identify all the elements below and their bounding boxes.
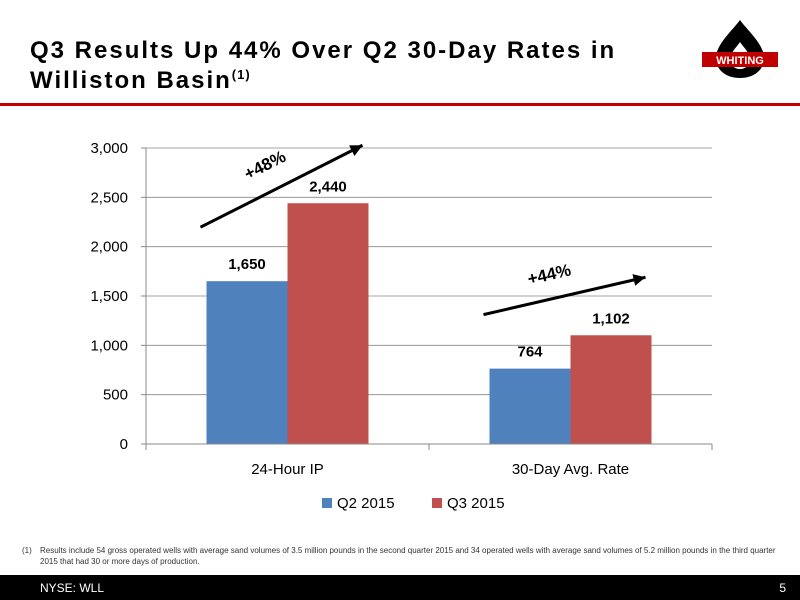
footnote-marker: (1) bbox=[22, 546, 32, 555]
x-tick-label: 24-Hour IP bbox=[251, 461, 324, 478]
bar bbox=[287, 203, 369, 444]
slide-title: Q3 Results Up 44% Over Q2 30-Day Rates i… bbox=[30, 36, 690, 96]
bar bbox=[206, 281, 288, 444]
data-label: 764 bbox=[517, 344, 543, 361]
growth-annotation: +44% bbox=[526, 260, 573, 288]
x-tick-label: 30-Day Avg. Rate bbox=[512, 461, 629, 478]
logo-text: WHITING bbox=[716, 55, 764, 67]
data-label: 1,102 bbox=[592, 310, 630, 327]
footer-bar: NYSE: WLL 5 bbox=[0, 575, 800, 600]
data-label: 2,440 bbox=[309, 178, 347, 195]
growth-arrow-head bbox=[349, 145, 363, 157]
legend-label: Q3 2015 bbox=[447, 495, 505, 512]
footnote-text: Results include 54 gross operated wells … bbox=[40, 546, 776, 566]
legend-label: Q2 2015 bbox=[337, 495, 395, 512]
y-tick-label: 500 bbox=[103, 387, 128, 404]
y-tick-label: 2,000 bbox=[90, 239, 128, 256]
footnote: (1) Results include 54 gross operated wel… bbox=[22, 545, 785, 567]
ticker-symbol: NYSE: WLL bbox=[40, 581, 105, 595]
growth-arrow-line bbox=[199, 143, 364, 229]
growth-arrow-head bbox=[632, 274, 646, 286]
data-labels: 1,650 2,440 764 1,102 bbox=[228, 178, 630, 360]
slide-title-text: Q3 Results Up 44% Over Q2 30-Day Rates i… bbox=[30, 37, 617, 94]
growth-annotation: +48% bbox=[241, 147, 289, 184]
legend-swatch bbox=[322, 498, 332, 508]
legend: Q2 2015 Q3 2015 bbox=[322, 495, 505, 512]
y-tick-label: 2,500 bbox=[90, 189, 128, 206]
legend-swatch bbox=[432, 498, 442, 508]
bars bbox=[206, 203, 652, 444]
axes: 0 500 1,000 1,500 2,000 2,500 3,000 24-Hour IP 3… bbox=[90, 140, 713, 478]
page-number: 5 bbox=[779, 581, 786, 595]
growth-arrow-line bbox=[483, 275, 646, 317]
title-footnote-marker: (1) bbox=[231, 67, 251, 82]
bar bbox=[570, 335, 652, 444]
title-divider bbox=[0, 103, 800, 106]
whiting-logo: WHITING bbox=[702, 20, 778, 78]
y-tick-label: 1,500 bbox=[90, 288, 128, 305]
bar bbox=[489, 368, 571, 444]
data-label: 1,650 bbox=[228, 256, 266, 273]
y-tick-label: 0 bbox=[120, 436, 128, 453]
y-tick-label: 1,000 bbox=[90, 337, 128, 354]
y-tick-label: 3,000 bbox=[90, 140, 128, 157]
